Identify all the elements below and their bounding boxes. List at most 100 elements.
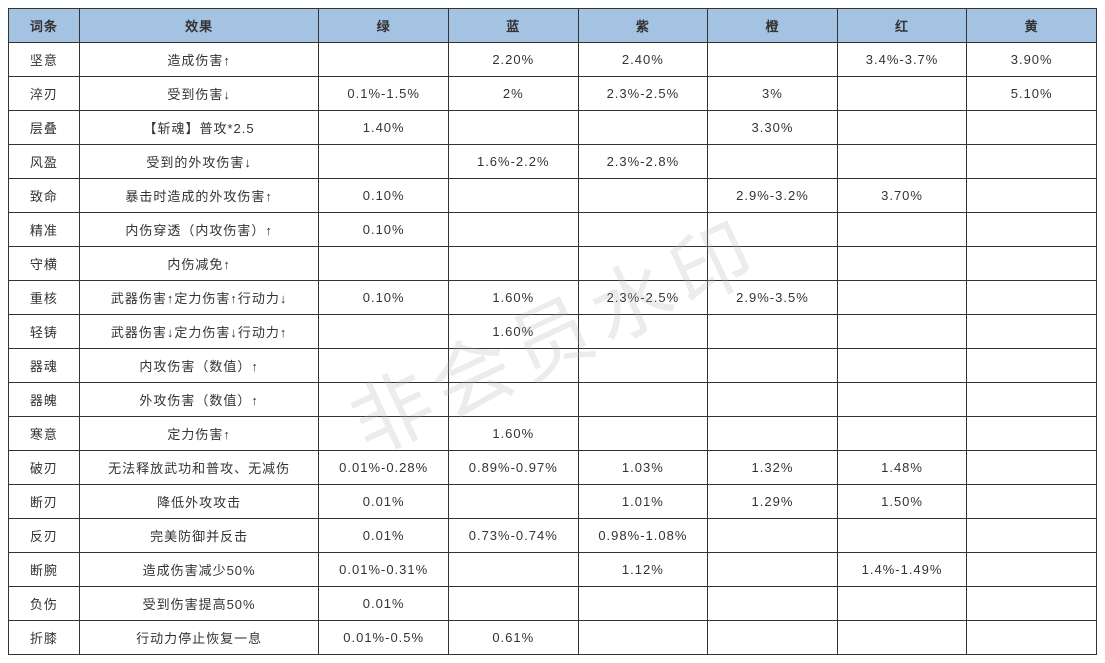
cell-effect: 内伤穿透（内攻伤害）↑ [79, 213, 319, 247]
cell-yellow [967, 213, 1097, 247]
cell-green: 0.01%-0.5% [319, 621, 449, 655]
cell-green: 0.10% [319, 213, 449, 247]
cell-effect: 完美防御并反击 [79, 519, 319, 553]
cell-yellow [967, 281, 1097, 315]
cell-red [837, 383, 967, 417]
cell-orange [708, 349, 838, 383]
cell-purple [578, 621, 708, 655]
cell-purple: 2.3%-2.5% [578, 77, 708, 111]
table-row: 致命暴击时造成的外攻伤害↑0.10%2.9%-3.2%3.70% [9, 179, 1097, 213]
cell-entry: 风盈 [9, 145, 80, 179]
cell-effect: 无法释放武功和普攻、无减伤 [79, 451, 319, 485]
cell-red [837, 145, 967, 179]
cell-yellow [967, 349, 1097, 383]
cell-blue: 0.73%-0.74% [448, 519, 578, 553]
cell-purple [578, 349, 708, 383]
cell-yellow: 5.10% [967, 77, 1097, 111]
cell-entry: 器魂 [9, 349, 80, 383]
cell-purple: 1.01% [578, 485, 708, 519]
cell-purple [578, 587, 708, 621]
cell-yellow [967, 383, 1097, 417]
cell-green: 0.01%-0.28% [319, 451, 449, 485]
cell-entry: 断刃 [9, 485, 80, 519]
cell-entry: 致命 [9, 179, 80, 213]
cell-yellow [967, 111, 1097, 145]
cell-entry: 寒意 [9, 417, 80, 451]
table-row: 守横内伤减免↑ [9, 247, 1097, 281]
table-row: 精准内伤穿透（内攻伤害）↑0.10% [9, 213, 1097, 247]
cell-orange: 1.29% [708, 485, 838, 519]
cell-orange [708, 383, 838, 417]
table-row: 折膝行动力停止恢复一息0.01%-0.5%0.61% [9, 621, 1097, 655]
cell-blue: 1.60% [448, 417, 578, 451]
cell-effect: 外攻伤害（数值）↑ [79, 383, 319, 417]
cell-purple [578, 247, 708, 281]
cell-orange [708, 213, 838, 247]
cell-blue: 1.60% [448, 315, 578, 349]
cell-purple [578, 213, 708, 247]
cell-red [837, 111, 967, 145]
cell-blue [448, 213, 578, 247]
cell-green: 1.40% [319, 111, 449, 145]
cell-effect: 受到伤害↓ [79, 77, 319, 111]
cell-purple [578, 315, 708, 349]
cell-blue: 1.6%-2.2% [448, 145, 578, 179]
cell-orange: 2.9%-3.2% [708, 179, 838, 213]
header-entry: 词条 [9, 9, 80, 43]
cell-purple: 2.3%-2.8% [578, 145, 708, 179]
cell-entry: 精准 [9, 213, 80, 247]
cell-yellow [967, 315, 1097, 349]
cell-red [837, 213, 967, 247]
cell-effect: 内攻伤害（数值）↑ [79, 349, 319, 383]
cell-purple: 2.3%-2.5% [578, 281, 708, 315]
cell-yellow [967, 247, 1097, 281]
cell-purple: 0.98%-1.08% [578, 519, 708, 553]
cell-orange [708, 247, 838, 281]
cell-purple: 1.03% [578, 451, 708, 485]
cell-blue: 0.61% [448, 621, 578, 655]
table-row: 器魂内攻伤害（数值）↑ [9, 349, 1097, 383]
cell-green: 0.10% [319, 281, 449, 315]
table-header-row: 词条 效果 绿 蓝 紫 橙 红 黄 [9, 9, 1097, 43]
cell-orange [708, 145, 838, 179]
cell-blue [448, 587, 578, 621]
cell-red [837, 315, 967, 349]
cell-blue [448, 111, 578, 145]
cell-green [319, 417, 449, 451]
cell-blue: 0.89%-0.97% [448, 451, 578, 485]
cell-entry: 守横 [9, 247, 80, 281]
cell-red [837, 349, 967, 383]
cell-orange [708, 553, 838, 587]
cell-red [837, 587, 967, 621]
cell-effect: 造成伤害减少50% [79, 553, 319, 587]
header-orange: 橙 [708, 9, 838, 43]
cell-orange [708, 417, 838, 451]
cell-purple [578, 179, 708, 213]
table-body: 坚意造成伤害↑2.20%2.40%3.4%-3.7%3.90%淬刃受到伤害↓0.… [9, 43, 1097, 655]
header-red: 红 [837, 9, 967, 43]
cell-blue [448, 485, 578, 519]
cell-orange [708, 43, 838, 77]
cell-blue [448, 349, 578, 383]
cell-entry: 器魄 [9, 383, 80, 417]
header-effect: 效果 [79, 9, 319, 43]
cell-orange [708, 315, 838, 349]
stats-table: 词条 效果 绿 蓝 紫 橙 红 黄 坚意造成伤害↑2.20%2.40%3.4%-… [8, 8, 1097, 655]
cell-entry: 重核 [9, 281, 80, 315]
cell-red: 1.4%-1.49% [837, 553, 967, 587]
cell-blue: 2.20% [448, 43, 578, 77]
cell-entry: 折膝 [9, 621, 80, 655]
cell-green [319, 145, 449, 179]
cell-blue [448, 247, 578, 281]
header-blue: 蓝 [448, 9, 578, 43]
cell-purple: 2.40% [578, 43, 708, 77]
table-row: 风盈受到的外攻伤害↓1.6%-2.2%2.3%-2.8% [9, 145, 1097, 179]
cell-orange: 2.9%-3.5% [708, 281, 838, 315]
cell-red [837, 417, 967, 451]
cell-entry: 反刃 [9, 519, 80, 553]
cell-orange: 1.32% [708, 451, 838, 485]
cell-orange [708, 621, 838, 655]
cell-effect: 定力伤害↑ [79, 417, 319, 451]
table-row: 破刃无法释放武功和普攻、无减伤0.01%-0.28%0.89%-0.97%1.0… [9, 451, 1097, 485]
cell-blue [448, 383, 578, 417]
